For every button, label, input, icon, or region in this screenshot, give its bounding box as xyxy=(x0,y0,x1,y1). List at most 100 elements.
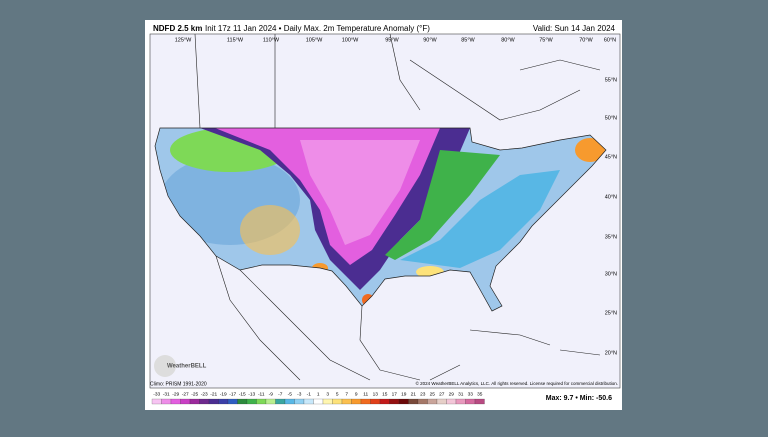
colorbar-label: -15 xyxy=(239,391,246,397)
lon-label: 60°N xyxy=(604,37,616,43)
colorbar-swatch xyxy=(265,398,276,405)
logo-badge xyxy=(154,355,176,377)
lon-label: 75°W xyxy=(539,37,553,43)
lon-label: 85°W xyxy=(461,37,475,43)
colorbar-label: 1 xyxy=(317,391,320,397)
lon-label: 125°W xyxy=(175,37,192,43)
colorbar-label: -5 xyxy=(288,391,293,397)
colorbar-swatch xyxy=(313,398,324,405)
colorbar-label: -13 xyxy=(248,391,255,397)
title: Init 17z 11 Jan 2024 • Daily Max. 2m Tem… xyxy=(205,24,430,33)
colorbar-label: -7 xyxy=(278,391,283,397)
colorbar-label: 17 xyxy=(392,391,398,397)
colorbar-swatch xyxy=(398,398,409,405)
colorbar-label: -21 xyxy=(210,391,217,397)
lat-label: 45°N xyxy=(605,154,617,160)
colorbar-swatch xyxy=(218,398,229,405)
colorbar-swatch xyxy=(360,398,371,405)
colorbar-swatch xyxy=(436,398,447,405)
colorbar-label: -25 xyxy=(191,391,198,397)
stats: Max: 9.7 • Min: -50.6 xyxy=(546,395,612,402)
colorbar-swatch xyxy=(351,398,362,405)
colorbar-swatch xyxy=(322,398,333,405)
colorbar-swatch xyxy=(465,398,476,405)
colorbar-swatch xyxy=(370,398,381,405)
lat-label: 50°N xyxy=(605,115,617,121)
colorbar-swatch xyxy=(199,398,210,405)
colorbar-label: -23 xyxy=(201,391,208,397)
colorbar-swatch xyxy=(408,398,419,405)
colorbar-swatch xyxy=(446,398,457,405)
lon-label: 70°W xyxy=(579,37,593,43)
lon-label: 90°W xyxy=(423,37,437,43)
colorbar-swatch xyxy=(170,398,181,405)
colorbar-label: -29 xyxy=(172,391,179,397)
colorbar-label: 31 xyxy=(458,391,464,397)
colorbar-swatch xyxy=(246,398,257,405)
colorbar-swatch xyxy=(227,398,238,405)
lat-label: 40°N xyxy=(605,194,617,200)
colorbar-swatch xyxy=(427,398,438,405)
colorbar-label: 7 xyxy=(345,391,348,397)
colorbar-swatch xyxy=(275,398,286,405)
logo: WeatherBELL xyxy=(167,364,207,370)
model: NDFD 2.5 km xyxy=(153,24,202,33)
valid: Valid: Sun 14 Jan 2024 xyxy=(533,24,616,33)
lat-label: 25°N xyxy=(605,310,617,316)
lon-label: 105°W xyxy=(306,37,323,43)
colorbar-swatch xyxy=(180,398,191,405)
colorbar-label: 3 xyxy=(326,391,329,397)
colorbar-label: -17 xyxy=(229,391,236,397)
lon-label: 95°W xyxy=(385,37,399,43)
colorbar-label: 23 xyxy=(420,391,426,397)
lon-label: 80°W xyxy=(501,37,515,43)
colorbar-swatch xyxy=(417,398,428,405)
lat-label: 35°N xyxy=(605,234,617,240)
colorbar-swatch xyxy=(474,398,485,405)
colorbar-label: 9 xyxy=(355,391,358,397)
colorbar-label: 21 xyxy=(411,391,417,397)
borders xyxy=(194,33,601,381)
colorbar-swatch xyxy=(389,398,400,405)
colorbar-swatch xyxy=(237,398,248,405)
colorbar-swatch xyxy=(341,398,352,405)
colorbar-label: -3 xyxy=(297,391,302,397)
anomaly-field xyxy=(160,128,605,306)
colorbar-swatch xyxy=(256,398,267,405)
colorbar-label: 19 xyxy=(401,391,407,397)
colorbar-swatch xyxy=(151,398,162,405)
colorbar-label: -19 xyxy=(220,391,227,397)
colorbar-label: 5 xyxy=(336,391,339,397)
climo: Climo: PRISM 1991-2020 xyxy=(150,381,207,387)
colorbar-label: 13 xyxy=(373,391,379,397)
lat-label: 20°N xyxy=(605,350,617,356)
colorbar-swatch xyxy=(284,398,295,405)
lon-label: 115°W xyxy=(227,37,244,43)
colorbar-label: 27 xyxy=(439,391,445,397)
lon-label: 110°W xyxy=(263,37,280,43)
colorbar-swatch xyxy=(208,398,219,405)
lon-label: 100°W xyxy=(342,37,359,43)
colorbar-label: -31 xyxy=(163,391,170,397)
colorbar-swatch xyxy=(303,398,314,405)
colorbar-label: -11 xyxy=(258,391,265,397)
colorbar-label: -1 xyxy=(307,391,312,397)
colorbar-label: 15 xyxy=(382,391,388,397)
colorbar-swatch xyxy=(294,398,305,405)
colorbar-swatch xyxy=(379,398,390,405)
colorbar-swatch xyxy=(189,398,200,405)
colorbar-swatch xyxy=(455,398,466,405)
colorbar-label: 11 xyxy=(363,391,368,397)
colorbar-label: -27 xyxy=(182,391,189,397)
colorbar-label: 29 xyxy=(449,391,455,397)
colorbar-label: -9 xyxy=(269,391,274,397)
copyright: © 2024 WeatherBELL Analytics, LLC. All r… xyxy=(416,380,618,386)
lat-label: 55°N xyxy=(605,77,617,83)
colorbar-label: 25 xyxy=(430,391,436,397)
lat-label: 30°N xyxy=(605,271,617,277)
colorbar-swatch xyxy=(332,398,343,405)
colorbar-label: 33 xyxy=(468,391,474,397)
colorbar-label: 35 xyxy=(477,391,483,397)
colorbar-swatch xyxy=(161,398,172,405)
